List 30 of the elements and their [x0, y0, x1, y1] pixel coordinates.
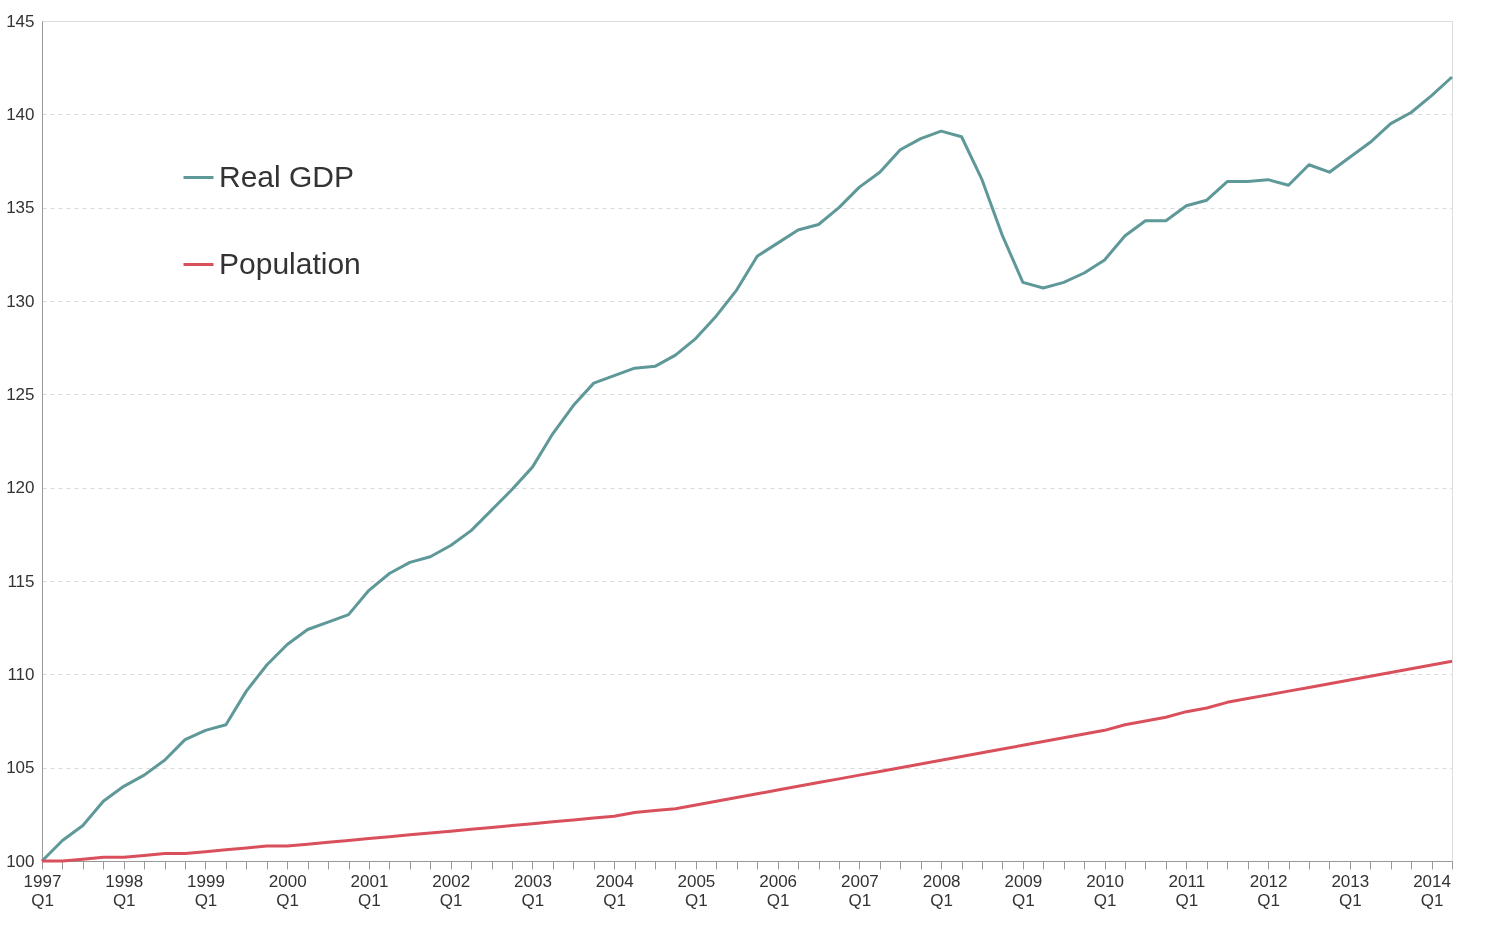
y-tick-label: 105 — [6, 758, 35, 778]
x-tick-label: 2013 Q1 — [1331, 871, 1370, 910]
y-tick-label: 115 — [7, 571, 35, 591]
x-tick-label: 2003 Q1 — [514, 871, 552, 910]
x-tick-label: 1997 Q1 — [23, 871, 62, 910]
y-tick-label: 100 — [6, 851, 35, 871]
y-tick-label: 140 — [6, 104, 35, 124]
legend-label: Real GDP — [219, 159, 355, 193]
y-tick-label: 135 — [6, 198, 35, 218]
x-tick-label: 2004 Q1 — [595, 871, 634, 910]
legend-label: Population — [219, 246, 361, 280]
x-tick-label: 1998 Q1 — [105, 871, 144, 910]
x-tick-label: 2007 Q1 — [840, 871, 879, 910]
x-tick-label: 1999 Q1 — [187, 871, 225, 910]
x-tick-label: 2009 Q1 — [1004, 871, 1043, 910]
x-tick-label: 2006 Q1 — [759, 871, 798, 910]
x-tick-label: 2001 Q1 — [350, 871, 389, 910]
x-tick-label: 2011 Q1 — [1168, 871, 1206, 910]
y-tick-label: 145 — [6, 11, 35, 31]
y-tick-label: 130 — [6, 291, 35, 311]
x-tick-label: 2014 Q1 — [1413, 871, 1451, 910]
x-tick-label: 2002 Q1 — [432, 871, 471, 910]
y-tick-label: 110 — [7, 664, 35, 684]
x-tick-label: 2010 Q1 — [1086, 871, 1125, 910]
x-tick-label: 2005 Q1 — [677, 871, 716, 910]
x-tick-label: 2012 Q1 — [1249, 871, 1288, 910]
y-tick-label: 120 — [6, 478, 35, 498]
x-tick-label: 2008 Q1 — [922, 871, 961, 910]
y-tick-label: 125 — [6, 384, 35, 404]
x-tick-label: 2000 Q1 — [268, 871, 307, 910]
